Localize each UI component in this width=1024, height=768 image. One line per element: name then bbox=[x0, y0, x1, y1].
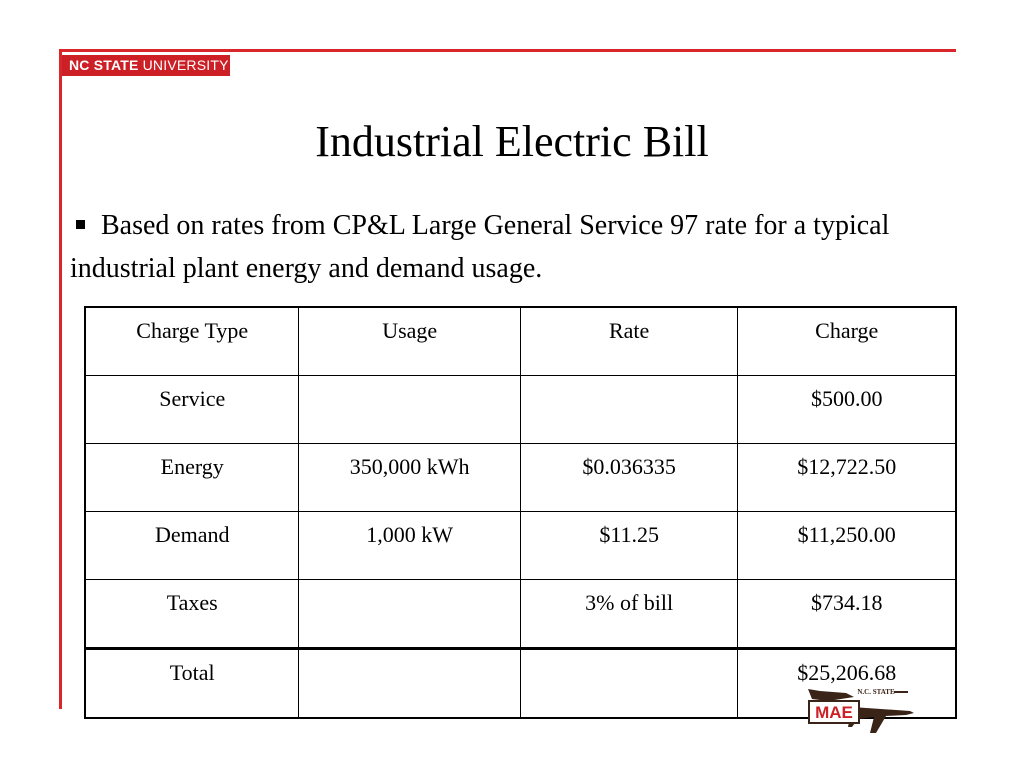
table-row: Demand 1,000 kW $11.25 $11,250.00 bbox=[84, 511, 957, 580]
table-row: Service $500.00 bbox=[84, 375, 957, 444]
header-cell-rate: Rate bbox=[519, 306, 739, 376]
left-red-rule bbox=[59, 49, 62, 709]
cell-rate bbox=[519, 375, 739, 444]
header-cell-charge-type: Charge Type bbox=[84, 306, 300, 376]
cell-charge: $500.00 bbox=[737, 375, 957, 444]
brand-bold-text: NC STATE bbox=[69, 57, 139, 73]
bullet-text: Based on rates from CP&L Large General S… bbox=[70, 210, 890, 284]
header-cell-usage: Usage bbox=[298, 306, 521, 376]
cell-charge: $734.18 bbox=[737, 579, 957, 649]
cell-usage: 1,000 kW bbox=[298, 511, 521, 580]
table-row: Energy 350,000 kWh $0.036335 $12,722.50 bbox=[84, 443, 957, 512]
cell-rate: 3% of bill bbox=[519, 579, 739, 649]
bullet-square-icon bbox=[76, 220, 85, 230]
cell-charge-type: Total bbox=[84, 647, 300, 719]
table-row: Taxes 3% of bill $734.18 bbox=[84, 579, 957, 649]
nc-state-brand-bar: NC STATE UNIVERSITY bbox=[62, 55, 230, 76]
cell-charge-type: Demand bbox=[84, 511, 300, 580]
logo-top-text: N.C. STATE bbox=[857, 688, 895, 696]
cell-charge-type: Service bbox=[84, 375, 300, 444]
cell-charge: $11,250.00 bbox=[737, 511, 957, 580]
cell-charge-type: Taxes bbox=[84, 579, 300, 649]
table-total-row: Total $25,206.68 bbox=[84, 647, 957, 719]
cell-rate: $0.036335 bbox=[519, 443, 739, 512]
cell-rate: $11.25 bbox=[519, 511, 739, 580]
bill-table: Charge Type Usage Rate Charge Service $5… bbox=[84, 306, 957, 719]
cell-rate bbox=[519, 647, 739, 719]
slide-title: Industrial Electric Bill bbox=[315, 117, 709, 166]
mae-jet-logo: MAE N.C. STATE bbox=[808, 688, 914, 733]
table-header-row: Charge Type Usage Rate Charge bbox=[84, 306, 957, 376]
cell-charge: $12,722.50 bbox=[737, 443, 957, 512]
header-cell-charge: Charge bbox=[737, 306, 957, 376]
top-red-rule bbox=[59, 49, 956, 52]
cell-charge-type: Energy bbox=[84, 443, 300, 512]
cell-usage bbox=[298, 579, 521, 649]
bullet-point: Based on rates from CP&L Large General S… bbox=[70, 204, 950, 290]
logo-main-text: MAE bbox=[815, 703, 853, 722]
cell-usage bbox=[298, 375, 521, 444]
cell-usage: 350,000 kWh bbox=[298, 443, 521, 512]
brand-light-text: UNIVERSITY bbox=[142, 57, 229, 73]
cell-usage bbox=[298, 647, 521, 719]
